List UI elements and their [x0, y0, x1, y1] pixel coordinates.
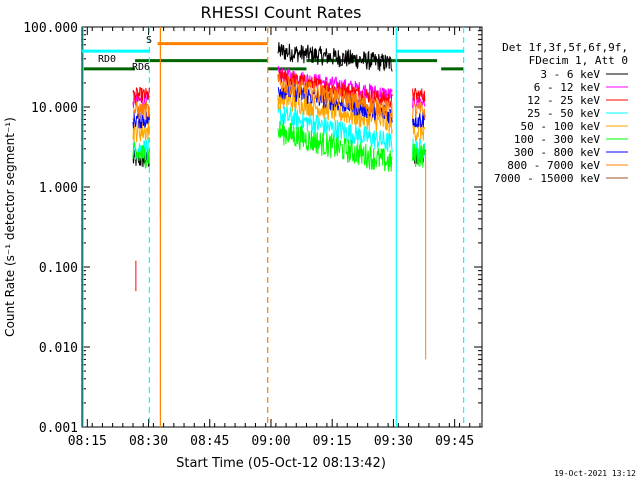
series-trace [277, 42, 393, 72]
legend-label: 50 - 100 keV [521, 120, 601, 133]
series-trace [277, 73, 393, 119]
chart-title: RHESSI Count Rates [201, 3, 362, 22]
series-trace [412, 143, 426, 168]
series-trace [132, 142, 150, 169]
x-axis-label: Start Time (05-Oct-12 08:13:42) [176, 456, 386, 471]
x-tick-label: 08:15 [68, 434, 107, 449]
x-tick-label: 09:30 [374, 434, 413, 449]
y-tick-label: 100.000 [23, 21, 78, 36]
x-tick-label: 09:45 [435, 434, 474, 449]
series-trace [277, 120, 393, 172]
legend-label: 7000 - 15000 keV [494, 172, 600, 185]
series-trace [132, 137, 150, 162]
y-axis-label: Count Rate (s⁻¹ detector segment⁻¹) [3, 117, 17, 337]
series-trace [132, 86, 150, 104]
legend-header: Det 1f,3f,5f,6f,9f, [502, 41, 628, 54]
series-trace [277, 104, 393, 153]
legend-label: 12 - 25 keV [527, 94, 600, 107]
legend: Det 1f,3f,5f,6f,9f,FDecim 1, Att 03 - 6 … [494, 41, 628, 185]
legend-label: 800 - 7000 keV [507, 159, 600, 172]
legend-header: FDecim 1, Att 0 [529, 54, 628, 67]
series-trace [132, 101, 150, 120]
annotation-label: RD0 [98, 54, 116, 65]
legend-label: 100 - 300 keV [514, 133, 600, 146]
y-tick-label: 0.100 [39, 261, 78, 276]
timestamp: 19-Oct-2021 13:12 [554, 469, 636, 478]
x-tick-label: 09:15 [313, 434, 352, 449]
y-tick-label: 10.000 [31, 101, 78, 116]
series-trace [412, 101, 426, 120]
series-trace [412, 87, 426, 104]
series-trace [132, 110, 150, 129]
legend-label: 3 - 6 keV [540, 68, 600, 81]
legend-label: 25 - 50 keV [527, 107, 600, 120]
legend-label: 6 - 12 keV [534, 81, 601, 94]
y-tick-label: 1.000 [39, 181, 78, 196]
annotation-label: S [146, 35, 152, 46]
legend-label: 300 - 800 keV [514, 146, 600, 159]
plot-area: 0.001 0.010 0.100 1.000 10.000 100.000 08:15 08… [23, 21, 483, 449]
x-tick-label: 08:45 [190, 434, 229, 449]
plot-frame [81, 26, 483, 428]
x-tick-label: 09:00 [251, 434, 290, 449]
y-tick-label: 0.001 [39, 421, 78, 436]
annotation-label: RD6 [132, 62, 150, 73]
y-tick-label: 0.010 [39, 341, 78, 356]
x-tick-label: 08:30 [129, 434, 168, 449]
